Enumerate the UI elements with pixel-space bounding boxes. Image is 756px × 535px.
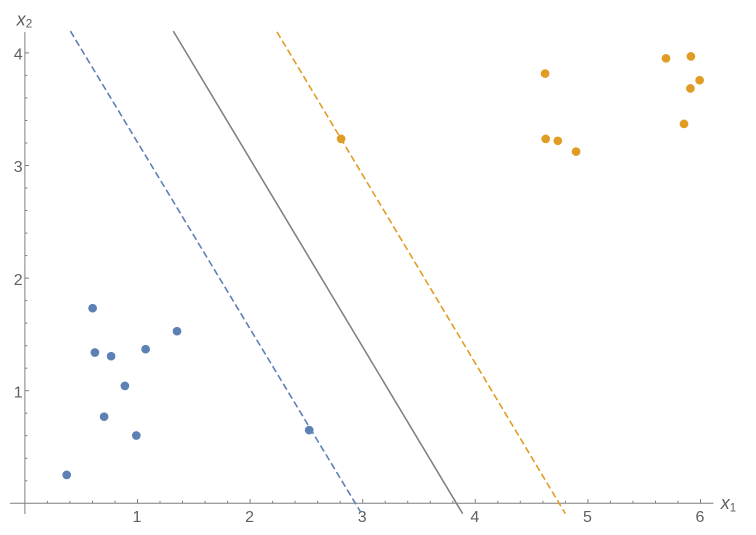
- svg-text:4: 4: [470, 509, 479, 526]
- svg-text:4: 4: [14, 47, 23, 64]
- svg-text:x2: x2: [16, 9, 33, 30]
- svg-text:3: 3: [358, 509, 367, 526]
- svg-text:6: 6: [696, 509, 705, 526]
- svg-text:2: 2: [14, 272, 23, 289]
- svg-text:1: 1: [14, 384, 23, 401]
- svg-text:2: 2: [245, 509, 254, 526]
- svg-text:5: 5: [583, 509, 592, 526]
- svg-text:3: 3: [14, 159, 23, 176]
- svg-text:1: 1: [133, 509, 142, 526]
- svg-text:x1: x1: [720, 493, 736, 515]
